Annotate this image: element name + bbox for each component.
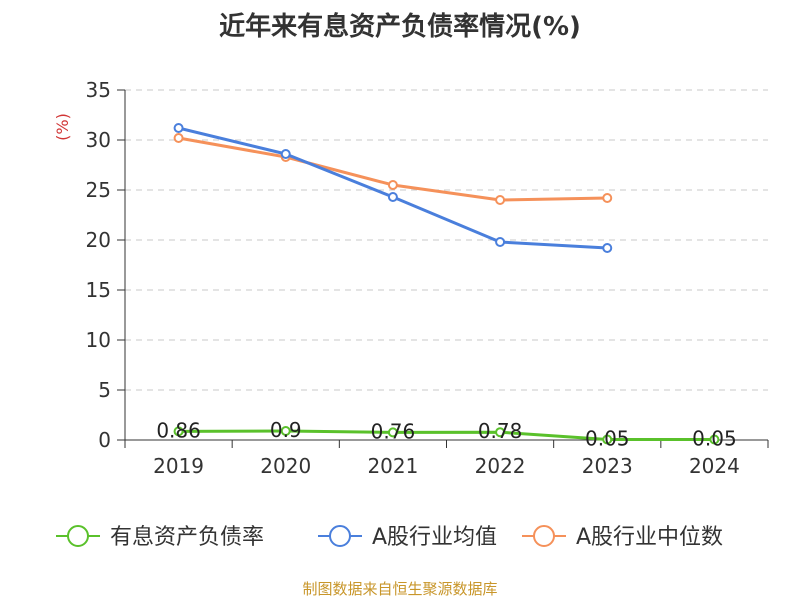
legend: 有息资产负债率 A股行业均值 A股行业中位数 — [56, 525, 723, 550]
data-point — [280, 149, 291, 159]
data-label: 0.76 — [371, 419, 416, 443]
legend-label: A股行业中位数 — [576, 525, 723, 550]
legend-label: A股行业均值 — [372, 525, 497, 550]
data-point — [280, 426, 291, 436]
legend-marker — [329, 525, 351, 547]
data-label: 0.9 — [270, 418, 302, 442]
y-tick-label: 15 — [86, 278, 111, 302]
legend-item: A股行业均值 — [318, 525, 497, 550]
data-point — [387, 180, 398, 190]
data-point — [495, 237, 506, 247]
y-tick-label: 25 — [86, 178, 111, 202]
y-tick-label: 10 — [86, 328, 111, 352]
x-tick-label: 2024 — [689, 454, 740, 478]
grid-lines — [125, 89, 768, 391]
data-point — [173, 133, 184, 143]
data-point — [173, 123, 184, 133]
x-tick-label: 2021 — [367, 454, 418, 478]
data-labels: 0.86 0.9 0.76 0.78 0.05 0.05 — [156, 418, 736, 451]
data-point — [602, 193, 613, 203]
data-label: 0.78 — [478, 419, 523, 443]
legend-item: 有息资产负债率 — [56, 525, 264, 550]
legend-marker — [67, 525, 89, 547]
axes: 0 5 10 15 20 25 30 35 2019 2020 2021 2022 2023 2024 (%… — [53, 78, 769, 478]
series-lines — [173, 123, 720, 445]
chart-title: 近年来有息资产负债率情况(%) — [219, 12, 581, 42]
data-point — [387, 427, 398, 438]
data-point — [173, 426, 184, 437]
data-label: 0.86 — [156, 418, 201, 442]
series-line-0 — [178, 429, 715, 441]
data-point — [495, 195, 506, 205]
x-tick-label: 2023 — [582, 454, 633, 478]
data-point — [709, 434, 720, 445]
x-tick-label: 2022 — [475, 454, 526, 478]
x-tick-label: 2020 — [260, 454, 311, 478]
data-label: 0.05 — [692, 427, 737, 451]
y-tick-label: 35 — [86, 78, 111, 102]
legend-marker — [533, 525, 555, 547]
legend-label: 有息资产负债率 — [110, 525, 264, 550]
y-tick-label: 5 — [98, 378, 111, 402]
data-point — [602, 243, 613, 253]
data-point — [602, 434, 613, 445]
legend-item: A股行业中位数 — [522, 525, 723, 550]
data-point — [495, 427, 506, 438]
source-note: 制图数据来自恒生聚源数据库 — [302, 580, 498, 598]
y-tick-label: 30 — [86, 128, 111, 152]
data-label: 0.05 — [585, 427, 630, 451]
series-line-2 — [178, 136, 608, 202]
data-point — [387, 192, 398, 202]
y-axis-unit-label: (%) — [53, 113, 72, 141]
y-tick-label: 0 — [98, 428, 111, 452]
y-tick-label: 20 — [86, 228, 111, 252]
x-tick-label: 2019 — [153, 454, 204, 478]
